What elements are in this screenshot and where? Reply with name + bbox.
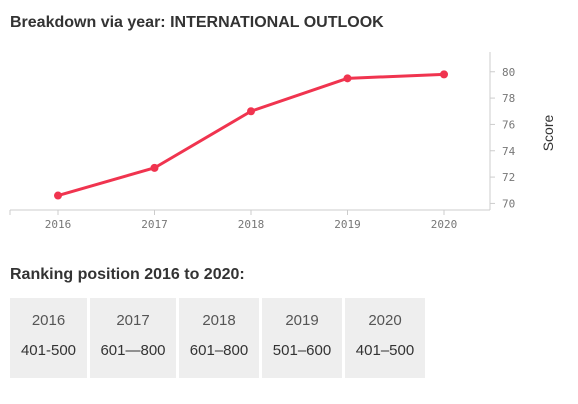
rank-cell: 2017 601—800	[90, 298, 176, 378]
chart-points	[54, 70, 448, 200]
data-point	[440, 70, 448, 79]
rank-cell: 2019 501–600	[262, 298, 342, 378]
series-line	[56, 72, 446, 198]
chart-title: Breakdown via year: INTERNATIONAL OUTLOO…	[10, 14, 384, 31]
data-point	[54, 191, 62, 200]
x-tick-label: 2016	[45, 218, 72, 230]
rank-year: 2017	[116, 312, 150, 329]
chart-ticks: 2016 2017 2018 2019 2020 70 72 74 76 78 80	[45, 66, 516, 230]
rank-value: 601—800	[100, 342, 166, 359]
y-axis-label: Score	[540, 115, 556, 152]
rank-cell: 2016 401-500	[10, 298, 87, 378]
y-tick-label: 72	[502, 171, 515, 184]
rank-cell: 2018 601–800	[179, 298, 259, 378]
rank-value: 601–800	[189, 342, 249, 359]
ranking-row: 2016 401-500 2017 601—800 2018 601–800 2…	[10, 298, 425, 378]
data-point	[150, 163, 159, 172]
y-tick-label: 80	[502, 66, 515, 79]
rank-value: 401-500	[20, 342, 77, 359]
x-tick-label: 2017	[141, 218, 168, 230]
rank-value: 401–500	[355, 342, 415, 359]
x-tick-label: 2019	[334, 218, 361, 230]
data-point	[247, 107, 255, 116]
chart-axes	[9, 52, 491, 215]
y-tick-label: 76	[502, 118, 515, 131]
ranking-title: Ranking position 2016 to 2020:	[10, 266, 245, 283]
y-tick-label: 78	[502, 92, 515, 105]
x-tick-label: 2018	[238, 218, 265, 230]
rank-year: 2019	[285, 312, 319, 329]
rank-year: 2020	[368, 312, 402, 329]
data-point	[343, 74, 352, 83]
y-tick-label: 70	[502, 197, 515, 210]
rank-cell: 2020 401–500	[345, 298, 425, 378]
x-tick-label: 2020	[431, 218, 458, 230]
line-chart: 2016 2017 2018 2019 2020 70 72 74 76 78 80 Score	[9, 52, 556, 230]
rank-year: 2018	[202, 312, 236, 329]
rank-year: 2016	[31, 312, 66, 329]
y-tick-label: 74	[502, 145, 516, 158]
rank-value: 501–600	[272, 342, 332, 359]
